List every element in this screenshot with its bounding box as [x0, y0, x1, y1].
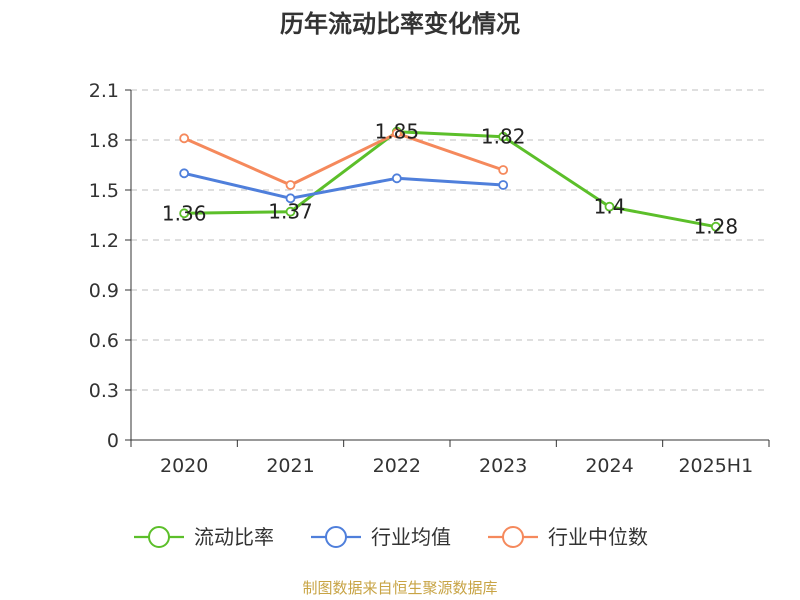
y-tick-label: 1.8: [89, 130, 119, 152]
legend-marker: [325, 526, 347, 548]
data-point[interactable]: [498, 180, 509, 190]
source-note: 制图数据来自恒生聚源数据库: [302, 579, 497, 597]
legend-marker: [148, 526, 170, 548]
data-point[interactable]: [285, 180, 296, 190]
data-point[interactable]: [285, 193, 296, 204]
x-tick-label: 2022: [373, 455, 421, 477]
y-tick-label: 0.3: [89, 380, 119, 402]
chart-title: 历年流动比率变化情况: [280, 10, 520, 38]
series-line-2: [183, 131, 504, 187]
x-tick-label: 2020: [160, 455, 208, 477]
y-tick-label: 0: [107, 430, 119, 452]
x-tick-label: 2023: [479, 455, 527, 477]
y-tick-label: 0.6: [89, 330, 119, 352]
data-point[interactable]: [179, 133, 190, 144]
y-tick-label: 1.2: [89, 230, 119, 252]
data-point[interactable]: [710, 221, 721, 232]
data-label: 1.82: [481, 125, 526, 149]
legend-marker: [502, 526, 524, 548]
data-label: 1.85: [375, 120, 420, 144]
data-label: 1.28: [694, 215, 739, 239]
y-tick-label: 0.9: [89, 280, 119, 302]
data-point[interactable]: [604, 201, 615, 212]
series-line-0: [184, 130, 717, 229]
data-point[interactable]: [179, 208, 190, 219]
legend-label[interactable]: 流动比率: [194, 525, 274, 549]
legend-label[interactable]: 行业均值: [371, 525, 451, 549]
data-point[interactable]: [498, 165, 509, 175]
data-point[interactable]: [391, 128, 402, 139]
x-tick-label: 2021: [266, 455, 314, 477]
legend-label[interactable]: 行业中位数: [548, 525, 648, 549]
data-point[interactable]: [391, 173, 402, 184]
x-tick-label: 2024: [585, 455, 633, 477]
data-label: 1.4: [594, 195, 626, 219]
y-tick-label: 2.1: [89, 80, 119, 102]
data-label: 1.37: [268, 200, 313, 224]
y-tick-label: 1.5: [89, 180, 119, 202]
data-point[interactable]: [179, 168, 190, 179]
data-point[interactable]: [285, 206, 296, 217]
data-point[interactable]: [498, 131, 509, 142]
data-label: 1.36: [162, 201, 207, 225]
x-tick-label: 2025H1: [678, 455, 753, 477]
series-line-1: [183, 171, 504, 200]
